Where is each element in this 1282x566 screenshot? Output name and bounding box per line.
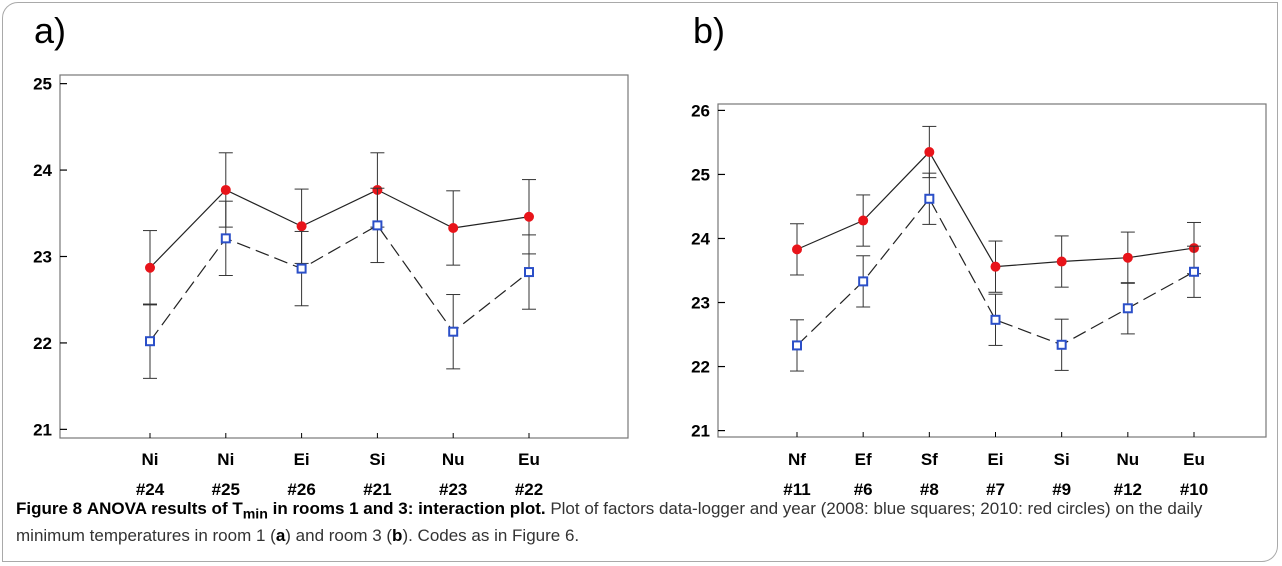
point-2008: [220, 233, 231, 244]
y-tick-label: 23: [691, 294, 710, 313]
x-tick-label: Nf: [788, 450, 806, 469]
x-code-label: #6: [854, 480, 873, 499]
caption-bold-b: b: [392, 526, 403, 546]
point-2010: [1056, 256, 1067, 267]
x-tick-label: Si: [1054, 450, 1070, 469]
x-tick-label: Ei: [987, 450, 1003, 469]
point-2010: [792, 244, 802, 255]
point-2008: [145, 336, 155, 347]
panel-label-b: b): [693, 10, 726, 51]
y-tick-label: 24: [691, 229, 710, 248]
x-code-label: #23: [439, 480, 467, 499]
y-tick-label: 21: [33, 420, 52, 439]
point-2008: [1056, 339, 1067, 350]
caption-figure-label: Figure 8: [16, 499, 83, 518]
y-tick-label: 26: [691, 101, 710, 120]
point-2008: [990, 314, 1001, 325]
x-tick-label: Eu: [518, 450, 540, 469]
x-code-label: #12: [1114, 480, 1142, 499]
point-2010: [990, 261, 1001, 272]
point-2010: [924, 147, 935, 158]
x-code-label: #8: [920, 480, 939, 499]
series-line-2010: [149, 189, 530, 269]
panel-label-a: a): [34, 10, 67, 51]
x-tick-label: Nu: [1116, 450, 1139, 469]
x-code-label: #24: [136, 480, 165, 499]
caption-text-1: Plot of factors data-logger and year (20…: [16, 499, 1203, 546]
point-2010: [1122, 252, 1133, 263]
x-code-label: #7: [986, 480, 1005, 499]
plot-area: [717, 103, 1267, 438]
point-2010: [448, 222, 459, 233]
caption-title-rest: in rooms 1 and 3: interaction plot.: [267, 499, 546, 518]
x-tick-label: Nu: [442, 450, 465, 469]
x-tick-label: Ef: [855, 450, 872, 469]
point-2008: [1122, 303, 1133, 314]
y-tick-label: 22: [33, 334, 52, 353]
x-code-label: #9: [1052, 480, 1071, 499]
y-tick-label: 21: [691, 422, 710, 441]
x-tick-label: Ei: [294, 450, 310, 469]
x-code-label: #25: [212, 480, 240, 499]
caption-bold-a: a: [275, 526, 286, 546]
point-2010: [296, 221, 307, 232]
x-code-label: #10: [1180, 480, 1208, 499]
point-2010: [524, 211, 534, 222]
y-tick-label: 24: [33, 161, 52, 180]
x-tick-label: Ni: [142, 450, 159, 469]
y-tick-label: 22: [691, 358, 710, 377]
y-tick-label: 23: [33, 248, 52, 267]
point-2008: [372, 220, 383, 231]
x-code-label: #22: [515, 480, 543, 499]
x-code-label: #11: [783, 480, 810, 499]
x-tick-label: Eu: [1183, 450, 1205, 469]
point-2010: [220, 184, 231, 195]
x-tick-label: Si: [369, 450, 385, 469]
series-line-2008: [149, 224, 530, 342]
x-tick-label: Sf: [921, 450, 938, 469]
caption-title-main: ANOVA results of T: [86, 499, 243, 518]
x-tick-label: Ni: [217, 450, 234, 469]
point-2008: [448, 326, 459, 337]
x-code-label: #26: [287, 480, 315, 499]
point-2008: [792, 340, 802, 351]
point-2010: [145, 262, 155, 273]
point-2008: [1189, 266, 1199, 277]
point-2008: [924, 193, 935, 204]
point-2010: [858, 215, 869, 226]
caption-title-sub: min: [242, 506, 268, 523]
y-tick-label: 25: [33, 75, 52, 94]
caption-text-3: ). Codes as in Figure 6.: [402, 526, 580, 546]
x-code-label: #21: [363, 480, 391, 499]
point-2008: [858, 276, 869, 287]
point-2008: [524, 267, 534, 278]
caption-text-2: ) and room 3 (: [285, 526, 393, 546]
figure-caption: Figure 8 ANOVA results of Tmin in rooms …: [16, 498, 1271, 547]
y-tick-label: 25: [691, 165, 710, 184]
point-2008: [296, 263, 307, 274]
